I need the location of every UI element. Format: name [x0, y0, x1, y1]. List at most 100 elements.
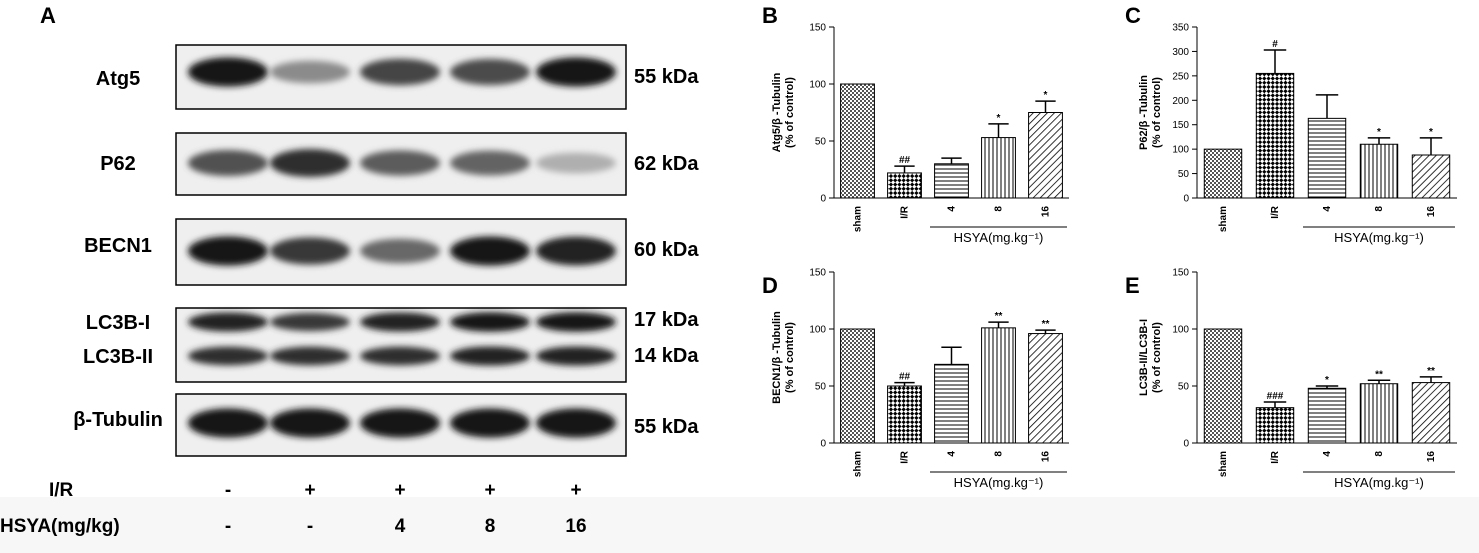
protein-label: Atg5: [96, 68, 140, 90]
y-tick-label: 200: [1172, 96, 1189, 107]
blot-band: [536, 346, 616, 366]
significance-label: ##: [899, 155, 911, 166]
bar: [981, 137, 1016, 199]
bar: [1255, 407, 1295, 444]
blot-band: [188, 150, 268, 176]
panel-letter: E: [1125, 273, 1140, 298]
blot-band: [360, 58, 440, 86]
significance-label: *: [997, 113, 1001, 124]
bar: [1028, 333, 1063, 444]
y-tick-label: 0: [820, 194, 826, 205]
bar: [1359, 143, 1399, 199]
bar: [934, 363, 969, 444]
category-label: sham: [1218, 206, 1229, 232]
condition-label: HSYA(mg/kg): [0, 516, 120, 537]
significance-label: *: [1044, 90, 1048, 101]
blot-band: [536, 312, 616, 332]
bar: [1203, 328, 1243, 444]
condition-value: +: [484, 480, 495, 501]
category-label: 16: [1426, 451, 1437, 463]
significance-label: *: [1325, 375, 1329, 386]
condition-value: +: [394, 480, 405, 501]
y-axis-label-line1: P62/β -Tubulin: [1138, 75, 1150, 150]
condition-value: -: [225, 480, 231, 501]
category-label: 8: [1374, 451, 1385, 457]
condition-value: +: [570, 480, 581, 501]
condition-label: I/R: [49, 480, 74, 501]
bar: [981, 327, 1016, 444]
category-label: I/R: [1270, 205, 1281, 219]
molecular-weight-label: 55 kDa: [634, 66, 699, 88]
condition-value: 8: [485, 516, 496, 537]
condition-value: 4: [395, 516, 406, 537]
protein-label: β-Tubulin: [73, 409, 163, 431]
blot-band: [450, 312, 530, 332]
y-tick-label: 300: [1172, 47, 1189, 58]
y-tick-label: 150: [1172, 268, 1189, 279]
y-axis-label-line2: (% of control): [1151, 322, 1163, 393]
significance-label: #: [1272, 39, 1278, 50]
condition-table: I/R - + + + + HSYA(mg/kg) - - 4 8 16: [0, 480, 587, 537]
blot-band: [536, 152, 616, 174]
blot-band: [360, 346, 440, 366]
blot-band: [536, 236, 616, 266]
protein-label: BECN1: [84, 235, 152, 257]
group-label: HSYA(mg.kg⁻¹): [1334, 230, 1424, 245]
blot-band: [270, 346, 350, 366]
bar: [1411, 154, 1451, 199]
protein-label: LC3B-I: [86, 312, 150, 334]
bar: [1307, 117, 1347, 199]
chart-panel-e: E 0 50 100 150 LC3B-II/LC3B-I (% of control) sh…: [1125, 268, 1457, 490]
bar: [934, 163, 969, 199]
western-blot-panel: Atg5 55 kDa P62 62 kDa BECN1 60 kDa LC3B-I 17 k…: [73, 44, 699, 457]
significance-label: ###: [1267, 391, 1284, 402]
significance-label: **: [1427, 366, 1435, 377]
bar: [887, 172, 922, 199]
blot-band: [450, 408, 530, 438]
blot-band: [188, 312, 268, 332]
condition-value: -: [307, 516, 313, 537]
blot-band: [536, 57, 616, 87]
y-axis-label-line2: (% of control): [784, 77, 796, 148]
y-tick-label: 50: [1178, 382, 1190, 393]
significance-label: *: [1429, 127, 1433, 138]
y-tick-label: 100: [1172, 325, 1189, 336]
y-tick-label: 0: [820, 439, 826, 450]
condition-value: -: [225, 516, 231, 537]
bar: [840, 328, 875, 444]
category-label: 8: [994, 206, 1005, 212]
category-label: I/R: [1270, 450, 1281, 464]
y-tick-label: 100: [809, 80, 826, 91]
blot-band: [450, 346, 530, 366]
blot-band: [270, 312, 350, 332]
molecular-weight-label: 17 kDa: [634, 309, 699, 331]
blot-band: [360, 408, 440, 438]
molecular-weight-label: 60 kDa: [634, 239, 699, 261]
panel-letter: C: [1125, 3, 1141, 28]
blot-band: [450, 236, 530, 266]
significance-label: *: [1377, 127, 1381, 138]
blot-band: [360, 150, 440, 176]
significance-label: **: [1375, 369, 1383, 380]
bar: [1028, 112, 1063, 199]
y-tick-label: 350: [1172, 23, 1189, 34]
panel-letter: B: [762, 3, 778, 28]
blot-band: [270, 149, 350, 177]
chart-panel-c: C 0 50 100 150 200 250 300 350 P62/β -Tubulin (% o…: [1125, 3, 1457, 245]
blot-band: [270, 408, 350, 438]
y-axis-label-line1: BECN1/β -Tubulin: [771, 311, 783, 404]
category-label: I/R: [900, 450, 911, 464]
significance-label: ##: [899, 372, 911, 383]
y-axis-label-line2: (% of control): [784, 322, 796, 393]
group-label: HSYA(mg.kg⁻¹): [954, 475, 1044, 490]
category-label: I/R: [900, 205, 911, 219]
group-label: HSYA(mg.kg⁻¹): [954, 230, 1044, 245]
y-tick-label: 0: [1183, 439, 1189, 450]
protein-label: P62: [100, 153, 136, 175]
y-tick-label: 150: [809, 268, 826, 279]
category-label: 4: [947, 206, 958, 212]
category-label: 16: [1041, 451, 1052, 463]
y-tick-label: 50: [1178, 169, 1190, 180]
blot-band: [536, 408, 616, 438]
category-label: 8: [1374, 206, 1385, 212]
